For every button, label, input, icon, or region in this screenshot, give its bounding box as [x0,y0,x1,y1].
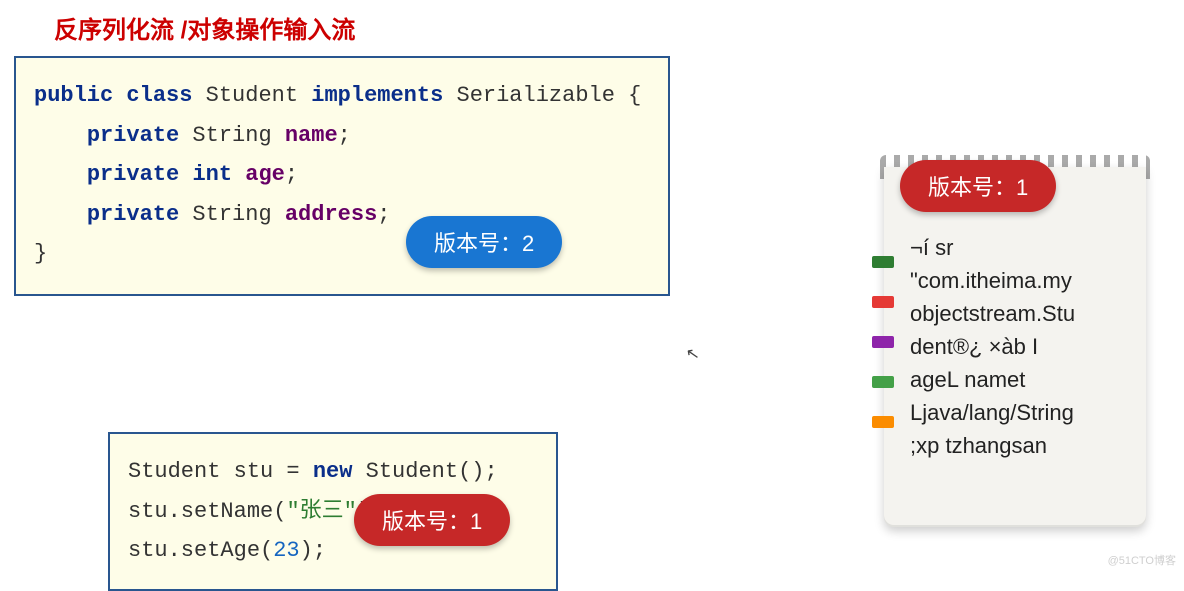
notepad-tab [872,416,894,428]
notepad-line: "com.itheima.my [910,264,1124,297]
notepad-line: objectstream.Stu [910,297,1124,330]
notepad-content: ¬í sr"com.itheima.myobjectstream.Student… [910,231,1124,462]
version-badge-2: 版本号：2 [406,216,562,268]
notepad-tab [872,256,894,268]
notepad-line: ;xp tzhangsan [910,429,1124,462]
page-title: 反序列化流 /对象操作输入流 [54,10,355,45]
code-line: Student stu = new Student(); [128,452,534,492]
notepad-tab [872,296,894,308]
notepad-line: ¬í sr [910,231,1124,264]
version-badge-1-bottom: 版本号：1 [354,494,510,546]
code-line: private String name; [34,116,646,156]
notepad-line: dent®¿ ×àb I [910,330,1124,363]
notepad-line: ageL namet [910,363,1124,396]
notepad-tab [872,336,894,348]
notepad: ¬í sr"com.itheima.myobjectstream.Student… [884,167,1146,527]
notepad-tab [872,376,894,388]
cursor-icon: ↖ [684,343,701,365]
code-line: private int age; [34,155,646,195]
code-line: public class Student implements Serializ… [34,76,646,116]
version-badge-1-top: 版本号：1 [900,160,1056,212]
notepad-line: Ljava/lang/String [910,396,1124,429]
watermark: @51CTO博客 [1108,552,1176,568]
code-block-class-def: public class Student implements Serializ… [14,56,670,296]
